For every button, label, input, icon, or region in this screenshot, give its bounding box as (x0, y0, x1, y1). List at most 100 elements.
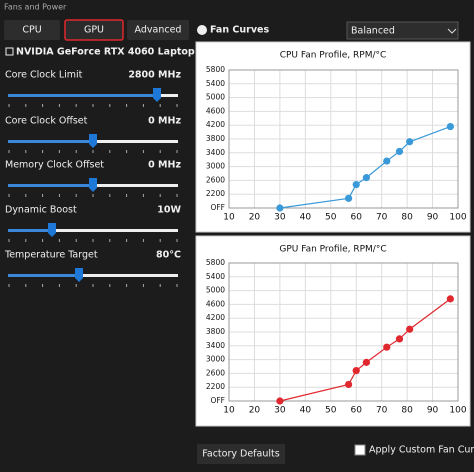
slider-label: Core Clock Offset (5, 116, 88, 127)
tab[interactable] (4, 20, 60, 40)
dropdown-arrow (447, 28, 457, 34)
x-tick-label: 40 (300, 213, 312, 223)
fan-curve-point[interactable] (352, 180, 360, 189)
gpu-name: NVIDIA GeForce RTX 4060 Laptop GPU (16, 47, 221, 58)
x-tick-label: 60 (350, 406, 362, 416)
fan-icon (197, 25, 207, 35)
apply-custom-label: Apply Custom Fan Curve (369, 445, 474, 456)
fan-curve-point[interactable] (395, 335, 404, 343)
fan-curve-point[interactable] (446, 122, 454, 131)
y-tick-label: 5800 (206, 65, 225, 74)
x-tick-label: 10 (223, 406, 235, 416)
tab-bar: CPU GPU Advanced (4, 19, 189, 41)
fan-curve-point[interactable] (344, 194, 353, 202)
window-title: Fans and Power (4, 3, 67, 12)
y-tick-label: 5000 (206, 93, 225, 102)
chart-title: CPU Fan Profile, RPM/°C (280, 51, 387, 61)
y-tick-label: 2200 (206, 189, 225, 198)
slider-label: Memory Clock Offset (5, 160, 104, 171)
fan-curve-point[interactable] (276, 397, 284, 405)
y-tick-label: 5400 (206, 272, 225, 281)
fan-curve-point[interactable] (406, 325, 414, 333)
y-tick-label: 5400 (206, 79, 225, 88)
slider-value: 2800 MHz (128, 70, 181, 81)
slider-thumb[interactable] (48, 223, 56, 237)
y-tick-label: 4600 (206, 299, 225, 308)
tab-label: CPU (22, 25, 41, 36)
factory-defaults-label: Factory Defaults (202, 449, 279, 460)
slider-track (8, 274, 178, 277)
y-tick-label: 4200 (206, 313, 225, 322)
charts: CPU Fan Profile, RPM/°C OFF 2200 2600 3000 34… (195, 41, 471, 427)
y-tick-label: 3800 (206, 134, 225, 143)
x-tick-label: 100 (449, 213, 466, 223)
x-tick-label: 20 (249, 406, 261, 416)
x-tick-label: 80 (401, 213, 413, 223)
x-tick-label: 90 (427, 406, 439, 416)
x-tick-label: 70 (376, 406, 388, 416)
x-tick-label: 90 (427, 213, 439, 223)
slider-fill (8, 94, 157, 97)
y-tick-label: 2600 (206, 175, 225, 184)
tab-label: Advanced (135, 25, 182, 36)
slider-thumb[interactable] (89, 134, 97, 148)
x-tick-label: 50 (325, 213, 337, 223)
x-tick-label: 30 (274, 406, 286, 416)
y-tick-label: 3800 (206, 327, 225, 336)
fan-curve-point[interactable] (406, 138, 414, 146)
slider-fill (8, 184, 93, 187)
slider-value: 10W (157, 205, 181, 216)
y-tick-label: 5800 (206, 258, 225, 267)
slider-fill (8, 274, 79, 277)
y-tick-label: 3000 (206, 162, 225, 171)
slider-fill (8, 140, 93, 143)
gpu-icon (5, 47, 14, 56)
plot-frame (228, 69, 459, 209)
slider-label: Temperature Target (4, 250, 98, 261)
fan-curve-point[interactable] (344, 380, 353, 389)
slider-track (8, 229, 178, 232)
fan-curve-point[interactable] (276, 204, 284, 212)
tab-label: GPU (84, 25, 104, 36)
mode-value: Balanced (351, 26, 395, 37)
x-tick-label: 40 (300, 406, 312, 416)
fan-curve-point[interactable] (362, 174, 370, 182)
y-tick-label: OFF (210, 203, 225, 212)
sliders: Core Clock Limit 2800 MHz Core Clock Offse… (4, 70, 182, 287)
y-tick-label: 3000 (206, 355, 225, 364)
y-tick-label: 2600 (206, 368, 225, 377)
y-tick-label: 4200 (206, 120, 225, 129)
slider-label: Dynamic Boost (5, 205, 77, 216)
y-tick-label: 3400 (206, 148, 225, 157)
fan-curve-point[interactable] (383, 343, 391, 351)
x-tick-label: 10 (223, 213, 235, 223)
slider-value: 80°C (156, 250, 181, 261)
x-tick-label: 30 (274, 213, 286, 223)
x-tick-label: 60 (350, 213, 362, 223)
fan-curve-point[interactable] (352, 367, 360, 375)
x-tick-label: 80 (401, 406, 413, 416)
chart-title: GPU Fan Profile, RPM/°C (279, 245, 386, 255)
tab[interactable] (64, 19, 124, 41)
y-tick-label: 3400 (206, 341, 225, 350)
chart-background (195, 235, 471, 427)
fan-curve-point[interactable] (395, 147, 404, 156)
slider-thumb[interactable] (153, 88, 161, 102)
fan-curve-point[interactable] (446, 295, 454, 303)
slider-label: Core Clock Limit (5, 70, 83, 81)
slider-thumb[interactable] (75, 268, 83, 282)
x-tick-label: 20 (249, 213, 261, 223)
factory-defaults-button[interactable] (197, 444, 285, 464)
mode-select[interactable] (346, 21, 459, 40)
slider-fill (8, 229, 52, 232)
slider-thumb[interactable] (89, 178, 97, 192)
x-tick-label: 70 (376, 213, 388, 223)
tab[interactable] (127, 20, 189, 40)
plot-frame (228, 262, 459, 402)
fan-curve-point[interactable] (362, 358, 370, 366)
x-tick-label: 50 (325, 406, 337, 416)
apply-checkbox[interactable] (354, 444, 366, 456)
slider-value: 0 MHz (148, 116, 181, 127)
fan-curve-point[interactable] (383, 157, 391, 165)
